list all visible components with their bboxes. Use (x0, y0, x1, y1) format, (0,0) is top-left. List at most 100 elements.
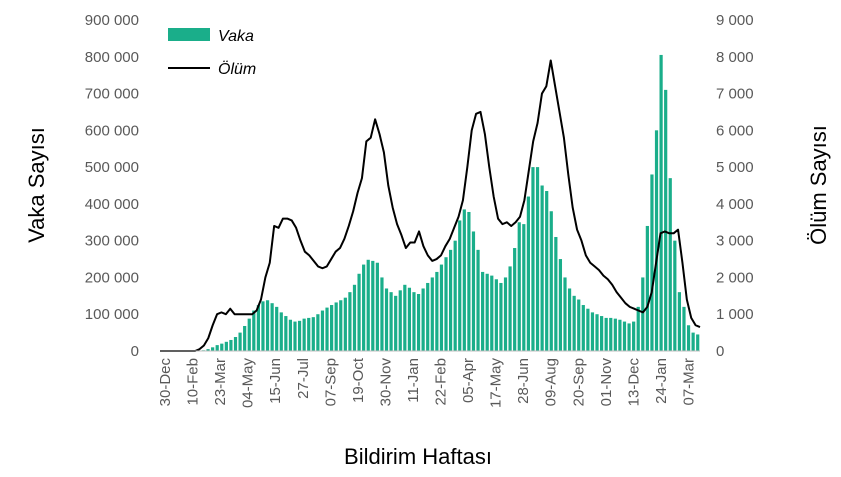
bar-vaka (632, 321, 636, 351)
bar-vaka (581, 305, 585, 351)
y2-tick-label: 9 000 (716, 12, 754, 29)
bar-vaka (604, 317, 608, 351)
x-tick-label: 19-Oct (350, 357, 367, 403)
legend: Vaka Ölüm (168, 28, 256, 78)
bar-vaka (654, 130, 659, 351)
olum-line-layer (160, 59, 701, 352)
bar-vaka (481, 271, 485, 351)
bar-vaka (343, 297, 347, 351)
bar-vaka (691, 332, 695, 351)
bar-vaka (485, 273, 489, 351)
x-tick-label: 05-Apr (460, 358, 477, 403)
legend-label-olum: Ölüm (218, 60, 256, 78)
bar-vaka (448, 249, 453, 351)
bar-vaka (357, 273, 361, 351)
bar-vaka (430, 277, 434, 351)
bar-vaka (348, 292, 352, 351)
bar-vaka (339, 300, 343, 351)
bar-vaka (471, 231, 476, 351)
x-tick-label: 15-Jun (267, 358, 284, 404)
bar-vaka (467, 211, 471, 351)
bar-vaka (220, 343, 224, 351)
x-tick-label: 07-Sep (322, 358, 339, 406)
x-axis-ticks: 30-Dec 10-Feb 23-Mar 04-May 15-Jun 27-Jul 07-S… (157, 357, 697, 408)
bar-vaka (435, 271, 439, 351)
x-tick-label: 23-Mar (212, 358, 229, 406)
bar-vaka (252, 310, 256, 351)
bar-vaka (302, 318, 306, 351)
bar-vaka (508, 266, 512, 351)
bar-vaka (531, 167, 535, 351)
x-tick-label: 07-Mar (680, 358, 697, 406)
bar-vaka (622, 321, 627, 351)
bar-vaka (517, 222, 521, 351)
y2-tick-label: 0 (716, 343, 724, 360)
bar-vaka (284, 316, 288, 351)
bar-vaka (206, 349, 210, 351)
bar-vaka (696, 334, 700, 351)
bar-vaka (590, 312, 595, 351)
y2-tick-label: 8 000 (716, 49, 754, 66)
y2-tick-label: 1 000 (716, 306, 754, 323)
bar-vaka (462, 209, 466, 351)
bar-vaka (325, 307, 329, 351)
y-tick-label: 600 000 (85, 122, 139, 139)
bar-vaka (563, 277, 567, 351)
bar-vaka (686, 325, 691, 351)
bar-vaka (668, 178, 672, 351)
x-axis-title: Bildirim Haftası (344, 444, 492, 469)
y-tick-label: 800 000 (85, 49, 139, 66)
bar-vaka (549, 211, 553, 351)
bar-vaka (645, 225, 649, 351)
bar-vaka (444, 257, 448, 351)
legend-label-vaka: Vaka (218, 28, 254, 45)
bar-vaka (426, 282, 430, 351)
bar-vaka (535, 167, 540, 351)
bar-vaka (366, 259, 370, 351)
bar-vaka (641, 277, 645, 351)
x-tick-label: 27-Jul (295, 358, 312, 399)
x-tick-label: 13-Dec (625, 358, 642, 407)
bar-vaka (229, 339, 233, 351)
x-tick-label: 30-Dec (157, 358, 174, 407)
bar-vaka (279, 312, 283, 351)
bar-vaka (586, 308, 590, 351)
bar-vaka (270, 303, 274, 351)
x-tick-label: 01-Nov (598, 358, 615, 407)
bar-vaka (503, 277, 508, 351)
bar-vaka (233, 337, 238, 351)
bar-vaka (334, 302, 338, 351)
bar-vaka (664, 89, 668, 351)
y-axis-title: Vaka Sayısı (24, 127, 49, 243)
left-axis-ticks: 0 100 000 200 000 300 000 400 000 500 000 600 … (85, 12, 139, 360)
bar-vaka (352, 284, 357, 351)
y-tick-label: 700 000 (85, 86, 139, 103)
y-tick-label: 200 000 (85, 269, 139, 286)
x-tick-label: 24-Jan (653, 358, 670, 404)
bar-vaka (380, 277, 384, 351)
y-tick-label: 500 000 (85, 159, 139, 176)
bar-vaka (293, 321, 297, 351)
x-tick-label: 20-Sep (570, 358, 587, 406)
y2-tick-label: 2 000 (716, 269, 754, 286)
bar-vaka (673, 240, 677, 351)
bar-vaka (330, 305, 334, 351)
bar-vaka (458, 220, 462, 351)
y-tick-label: 100 000 (85, 306, 139, 323)
bar-vaka (522, 224, 526, 351)
x-tick-label: 04-May (240, 358, 257, 409)
bar-vaka (416, 293, 421, 351)
x-tick-label: 17-May (488, 358, 505, 409)
x-tick-label: 28-Jun (515, 358, 532, 404)
bar-vaka (618, 319, 622, 351)
bar-vaka (595, 314, 599, 351)
x-tick-label: 10-Feb (185, 358, 202, 406)
vaka-bars (201, 54, 700, 351)
bar-vaka (421, 288, 425, 351)
bar-vaka (659, 54, 663, 351)
bar-vaka (261, 301, 265, 351)
y2-tick-label: 3 000 (716, 233, 754, 250)
bar-vaka (636, 306, 640, 351)
bar-vaka (247, 318, 251, 351)
y-tick-label: 0 (131, 343, 139, 360)
